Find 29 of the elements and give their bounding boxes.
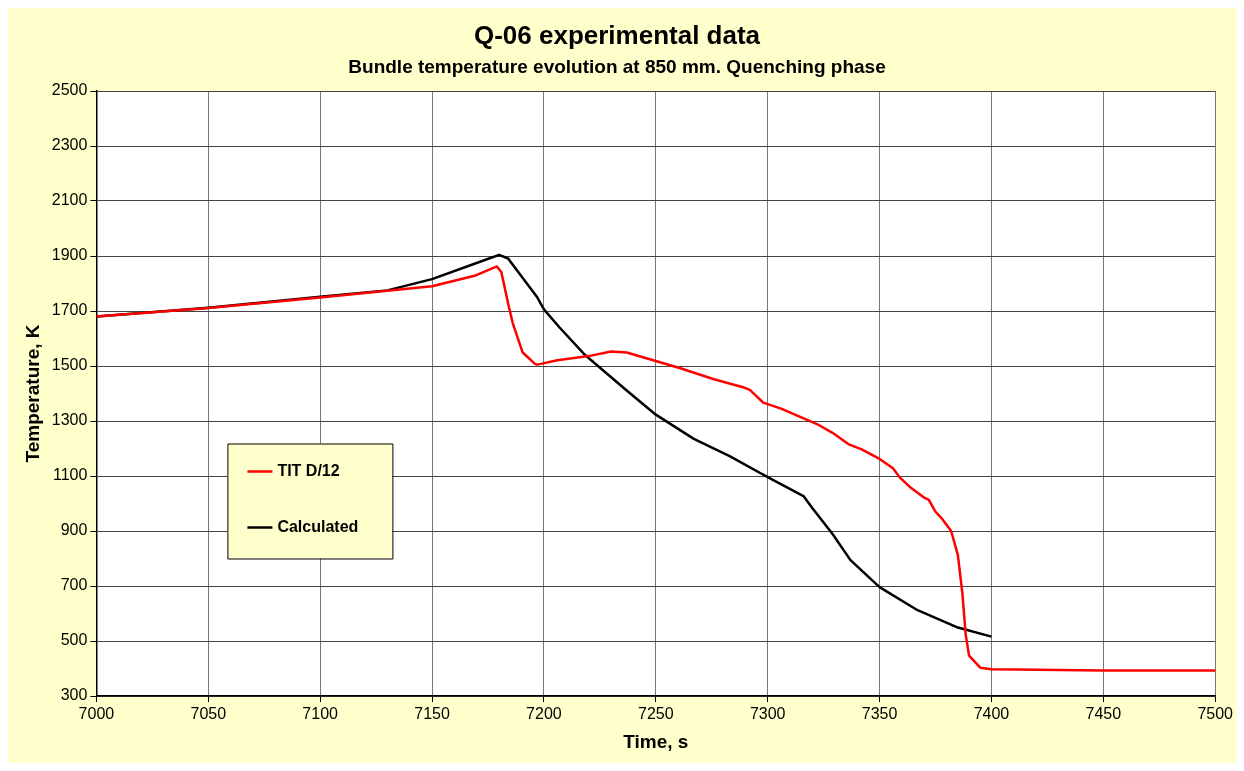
x-tick-label: 7400 — [973, 705, 1010, 723]
x-axis-title: Time, s — [623, 730, 689, 752]
legend-label: TIT D/12 — [277, 461, 340, 479]
y-tick-label: 1300 — [51, 411, 88, 429]
chart-title: Q-06 experimental data — [473, 19, 761, 50]
y-tick-label: 1500 — [51, 356, 88, 374]
x-tick-label: 7050 — [190, 705, 227, 723]
y-tick-label: 2100 — [51, 191, 88, 209]
y-tick-label: 700 — [60, 576, 88, 594]
x-tick-label: 7450 — [1085, 705, 1122, 723]
y-tick-label: 1900 — [51, 246, 88, 264]
y-tick-label: 1100 — [52, 466, 88, 484]
x-tick-label: 7250 — [638, 705, 674, 723]
x-tick-label: 7000 — [78, 705, 115, 723]
y-tick-label: 500 — [60, 631, 88, 649]
x-tick-label: 7100 — [302, 705, 339, 723]
y-axis-title: Temperature, K — [21, 324, 43, 463]
x-tick-label: 7300 — [749, 705, 786, 723]
x-tick-label: 7500 — [1197, 705, 1234, 723]
y-tick-label: 2500 — [51, 81, 88, 99]
x-tick-label: 7350 — [861, 705, 898, 723]
y-tick-label: 2300 — [51, 136, 88, 154]
y-tick-label: 1700 — [51, 301, 88, 319]
chart-subtitle: Bundle temperature evolution at 850 mm. Quenching phase — [348, 55, 886, 77]
legend-label: Calculated — [277, 517, 359, 535]
x-tick-label: 7150 — [414, 705, 450, 723]
y-tick-label: 900 — [60, 521, 88, 539]
x-tick-label: 7200 — [526, 705, 562, 723]
y-tick-label: 300 — [60, 686, 88, 704]
